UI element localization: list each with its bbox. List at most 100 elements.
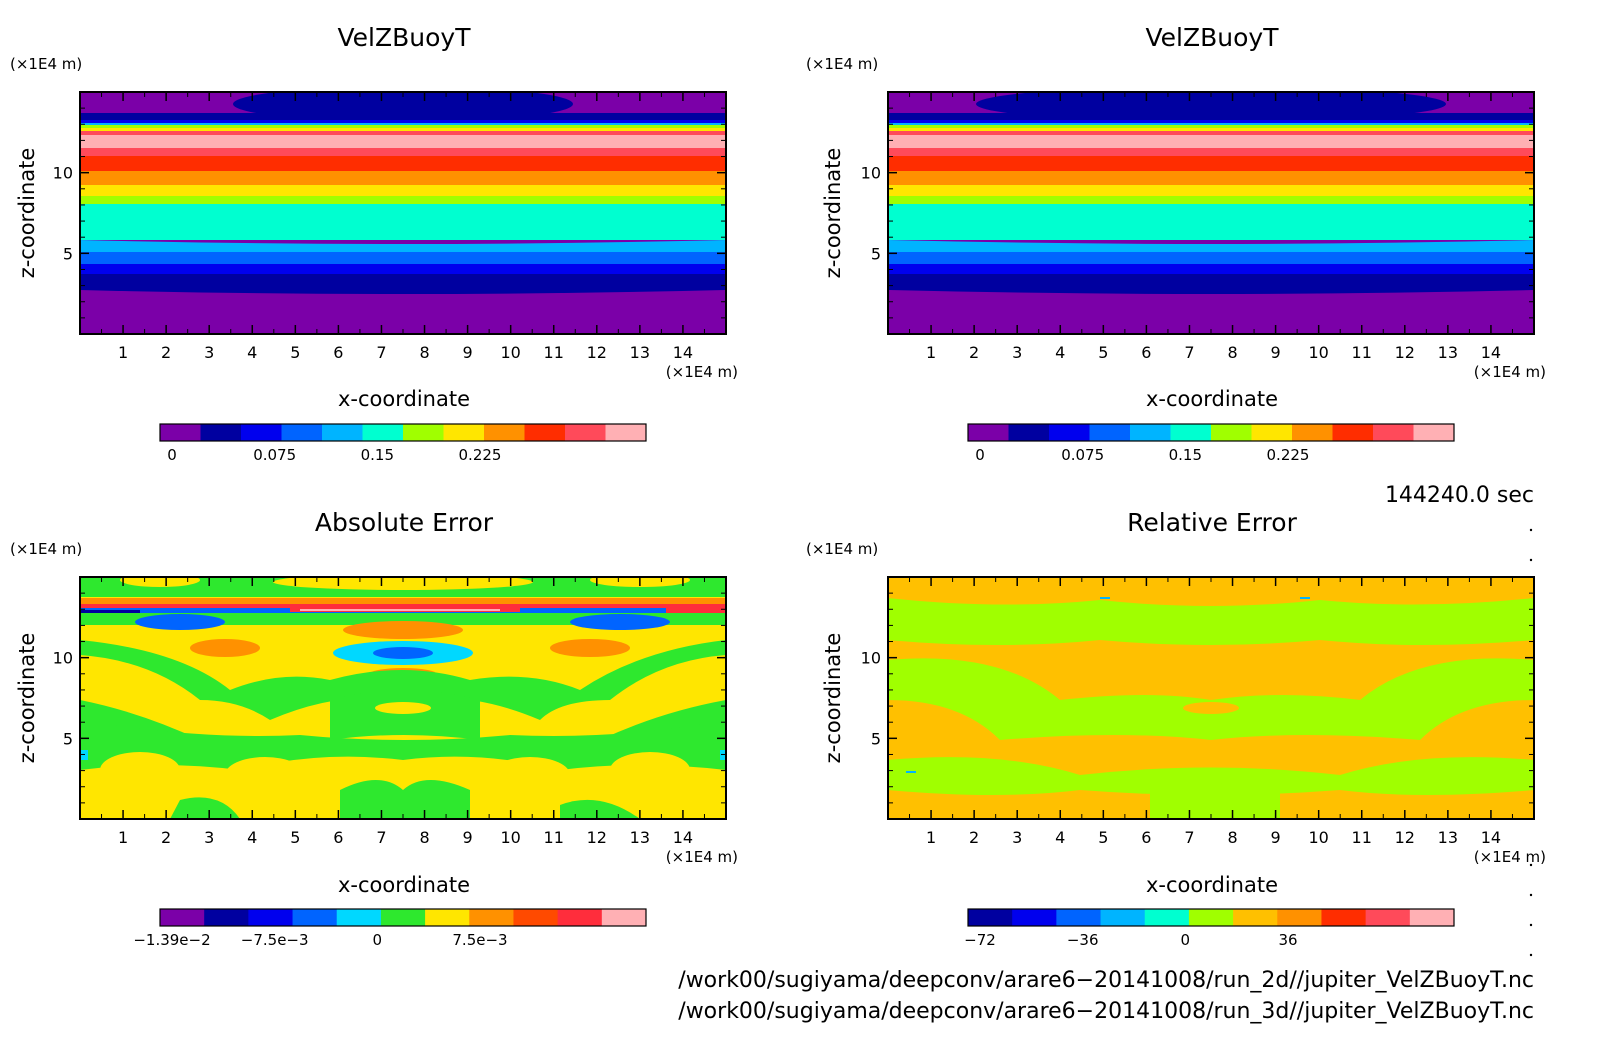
colorbar-swatch	[1409, 909, 1455, 926]
x-tick-label: 2	[969, 343, 979, 362]
y-unit-label: (×1E4 m)	[10, 540, 82, 558]
x-tick-label: 13	[630, 343, 650, 362]
colorbar-swatch	[1251, 424, 1293, 441]
colorbar-swatch	[1100, 909, 1146, 926]
colorbar-swatch	[1144, 909, 1190, 926]
y-unit-label: (×1E4 m)	[806, 55, 878, 73]
colorbar-swatch	[524, 424, 566, 441]
colorbar-label: 0.075	[1061, 446, 1104, 464]
colorbar-label: 0.075	[253, 446, 296, 464]
colorbar-swatch	[605, 424, 647, 441]
colorbar: −1.39e−2 −7.5e−3 0 7.5e−3	[133, 908, 647, 949]
x-tick-label: 7	[376, 828, 386, 847]
x-axis-label: x-coordinate	[1146, 873, 1278, 897]
colorbar-swatch	[403, 424, 444, 441]
heatmap-field	[80, 92, 726, 334]
colorbar-swatch	[469, 909, 514, 926]
x-tick-label: 12	[1395, 828, 1415, 847]
colorbar-swatch	[968, 909, 1013, 926]
y-tick-label: 5	[871, 729, 881, 748]
heatmap-field	[888, 577, 1534, 819]
colorbar-label: −1.39e−2	[133, 931, 210, 949]
x-tick-label: 2	[969, 828, 979, 847]
x-tick-label: 14	[1481, 343, 1501, 362]
x-unit-label: (×1E4 m)	[666, 848, 738, 866]
time-label: 144240.0 sec	[1385, 483, 1534, 508]
colorbar-swatch	[1321, 909, 1367, 926]
x-tick-label: 5	[290, 343, 300, 362]
y-unit-label: (×1E4 m)	[806, 540, 878, 558]
x-axis-label: x-coordinate	[1146, 387, 1278, 411]
colorbar-swatch	[1008, 424, 1050, 441]
colorbar-swatch	[1012, 909, 1057, 926]
x-tick-label: 3	[204, 343, 214, 362]
panel-title: Absolute Error	[315, 508, 494, 537]
x-unit-label: (×1E4 m)	[1474, 848, 1546, 866]
x-tick-label: 2	[161, 828, 171, 847]
x-tick-label: 9	[463, 828, 473, 847]
y-tick-label: 10	[53, 649, 73, 668]
x-tick-label: 11	[1352, 828, 1372, 847]
colorbar-swatch	[200, 424, 242, 441]
x-tick-label: 4	[247, 828, 257, 847]
colorbar-frame	[967, 423, 1455, 442]
x-axis-label: x-coordinate	[338, 387, 470, 411]
colorbar-frame	[159, 908, 647, 927]
x-unit-label: (×1E4 m)	[666, 363, 738, 381]
colorbar-label: −36	[1067, 931, 1099, 949]
colorbar: 0 0.075 0.15 0.225	[159, 423, 647, 464]
x-tick-label: 12	[587, 343, 607, 362]
colorbar-label: 0	[975, 446, 985, 464]
y-tick-label: 10	[861, 649, 881, 668]
x-tick-label: 9	[1271, 828, 1281, 847]
x-tick-label: 7	[376, 343, 386, 362]
colorbar-swatch	[1233, 909, 1278, 926]
x-tick-label: 4	[1055, 828, 1065, 847]
x-tick-label: 8	[1227, 343, 1237, 362]
colorbar-swatch	[1292, 424, 1333, 441]
y-ticks: 5 10	[861, 107, 1534, 319]
x-tick-label: 3	[1012, 343, 1022, 362]
x-tick-label: 7	[1184, 828, 1194, 847]
colorbar-label: 0	[1181, 931, 1191, 949]
colorbar-label: 0.225	[1267, 446, 1310, 464]
colorbar-label: 36	[1278, 931, 1297, 949]
x-tick-label: 6	[333, 828, 343, 847]
x-tick-label: 11	[544, 828, 564, 847]
colorbar-swatch	[1332, 424, 1374, 441]
colorbar-swatch	[1413, 424, 1455, 441]
panel-title: VelZBuoyT	[338, 23, 472, 52]
x-tick-label: 4	[1055, 343, 1065, 362]
y-ticks: 5 10	[861, 592, 1534, 804]
x-tick-label: 1	[118, 343, 128, 362]
colorbar-swatch	[1211, 424, 1252, 441]
colorbar-swatch	[160, 424, 201, 441]
colorbar-swatch	[601, 909, 647, 926]
colorbar-swatch	[443, 424, 485, 441]
colorbar-swatch	[1056, 909, 1102, 926]
colorbar-label: 0	[167, 446, 177, 464]
colorbar-label: −72	[964, 931, 996, 949]
panel-title: VelZBuoyT	[1146, 23, 1280, 52]
colorbar-swatch	[241, 424, 282, 441]
x-tick-label: 8	[419, 828, 429, 847]
panel-title: Relative Error	[1127, 508, 1297, 537]
x-tick-label: 5	[1098, 828, 1108, 847]
x-tick-label: 11	[544, 343, 564, 362]
x-tick-label: 7	[1184, 343, 1194, 362]
colorbar-swatch	[281, 424, 323, 441]
colorbar-swatch	[322, 424, 363, 441]
x-tick-label: 9	[1271, 343, 1281, 362]
x-axis-label: x-coordinate	[338, 873, 470, 897]
y-tick-label: 5	[871, 244, 881, 263]
colorbar-swatch	[968, 424, 1009, 441]
y-tick-label: 5	[63, 244, 73, 263]
y-axis-label: z-coordinate	[15, 633, 39, 764]
colorbar-label: 7.5e−3	[452, 931, 507, 949]
x-tick-label: 9	[463, 343, 473, 362]
x-tick-label: 8	[419, 343, 429, 362]
colorbar-swatch	[484, 424, 525, 441]
colorbar-swatch	[292, 909, 338, 926]
colorbar-swatch	[1188, 909, 1234, 926]
